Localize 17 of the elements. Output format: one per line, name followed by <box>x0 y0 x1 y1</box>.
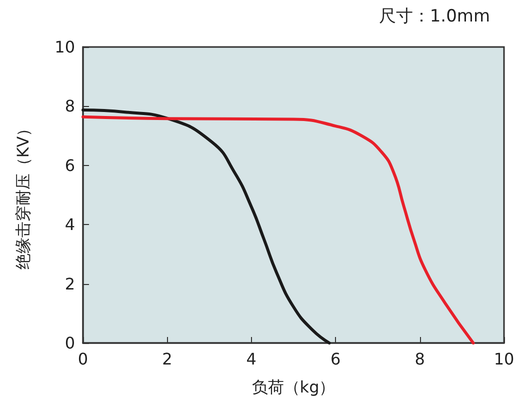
y-axis-title: 绝缘击穿耐压（KV） <box>14 120 32 270</box>
y-tick-label: 8 <box>64 96 75 116</box>
y-tick-label: 4 <box>64 215 75 234</box>
y-tick-label: 0 <box>64 334 75 352</box>
text: 尺寸：1.0mm <box>378 6 490 26</box>
y-tick-label: 10 <box>54 38 75 56</box>
line-series <box>82 115 475 344</box>
y-tick-label: 6 <box>64 156 75 175</box>
x-tick-label: 10 <box>494 350 514 368</box>
line-series <box>82 108 331 344</box>
y-tick-label: 2 <box>64 274 75 294</box>
x-tick-label: 4 <box>246 350 256 368</box>
x-axis-title: 负荷（kg） <box>252 378 336 396</box>
x-tick-label: 2 <box>162 350 172 368</box>
x-tick-label: 6 <box>330 350 341 368</box>
x-tick-label: 0 <box>78 350 88 368</box>
x-tick-label: 8 <box>414 350 425 368</box>
